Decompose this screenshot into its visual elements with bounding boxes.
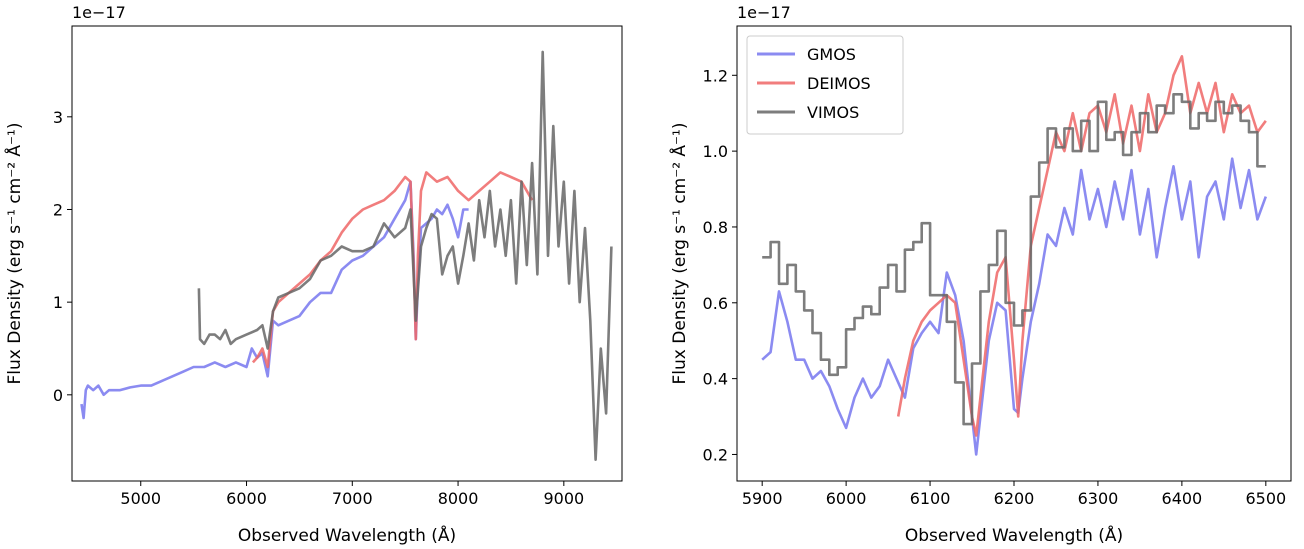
left-ticks: 5000 6000 7000 8000 9000 0 1 2 3 — [53, 108, 584, 508]
left-y-tick-label-1: 1 — [53, 293, 63, 312]
right-x-tick-label-6500: 6500 — [1245, 489, 1286, 508]
left-y-tick-label-0: 0 — [53, 386, 63, 405]
right-x-tick-label-6000: 6000 — [826, 489, 867, 508]
legend-label-deimos: DEIMOS — [807, 74, 871, 93]
right-x-axis-label: Observed Wavelength (Å) — [905, 524, 1123, 546]
left-y-tick-label-2: 2 — [53, 200, 63, 219]
left-y-axis-label: Flux Density (erg s⁻¹ cm⁻² Å⁻¹) — [3, 123, 25, 385]
right-y-axis-label: Flux Density (erg s⁻¹ cm⁻² Å⁻¹) — [668, 123, 690, 385]
right-y-tick-label-0-4: 0.4 — [703, 370, 728, 389]
left-series-gmos — [80, 180, 469, 420]
left-series-layer — [80, 50, 613, 461]
right-x-tick-label-6400: 6400 — [1162, 489, 1203, 508]
legend-label-gmos: GMOS — [807, 45, 856, 64]
right-series-layer — [761, 55, 1268, 456]
legend-label-vimos: VIMOS — [807, 103, 859, 122]
right-y-tick-label-0-6: 0.6 — [703, 294, 728, 313]
right-offset-text: 1e−17 — [737, 3, 791, 22]
legend: GMOS DEIMOS VIMOS — [746, 35, 904, 135]
left-offset-text: 1e−17 — [72, 3, 126, 22]
left-x-tick-label-8000: 8000 — [438, 489, 479, 508]
left-y-tick-label-3: 3 — [53, 108, 63, 127]
legend-box — [746, 35, 904, 135]
left-x-tick-label-9000: 9000 — [543, 489, 584, 508]
left-x-tick-label-7000: 7000 — [332, 489, 373, 508]
right-x-tick-label-6100: 6100 — [910, 489, 951, 508]
left-series-deimos — [251, 171, 534, 369]
right-series-deimos — [896, 55, 1267, 437]
right-panel: 5900 6000 6100 6200 6300 6400 6500 0.2 0.4 0.6 0.8… — [668, 3, 1292, 546]
left-axes-frame — [71, 25, 623, 482]
left-panel: 5000 6000 7000 8000 9000 0 1 2 3 1e−17 Observed … — [3, 3, 623, 546]
left-x-tick-label-5000: 5000 — [120, 489, 161, 508]
right-x-tick-label-5900: 5900 — [742, 489, 783, 508]
left-series-vimos — [197, 50, 613, 461]
right-x-tick-label-6300: 6300 — [1078, 489, 1119, 508]
left-x-axis-label: Observed Wavelength (Å) — [238, 524, 456, 546]
right-x-tick-label-6200: 6200 — [994, 489, 1035, 508]
right-y-tick-label-0-2: 0.2 — [703, 445, 728, 464]
right-ticks: 5900 6000 6100 6200 6300 6400 6500 0.2 0.4 0.6 0.8… — [703, 66, 1287, 508]
left-x-tick-label-6000: 6000 — [226, 489, 267, 508]
right-y-tick-label-0-8: 0.8 — [703, 218, 728, 237]
right-series-vimos — [762, 93, 1266, 426]
right-y-tick-label-1-2: 1.2 — [703, 66, 728, 85]
right-series-gmos — [761, 157, 1268, 456]
right-y-tick-label-1: 1.0 — [703, 142, 728, 161]
